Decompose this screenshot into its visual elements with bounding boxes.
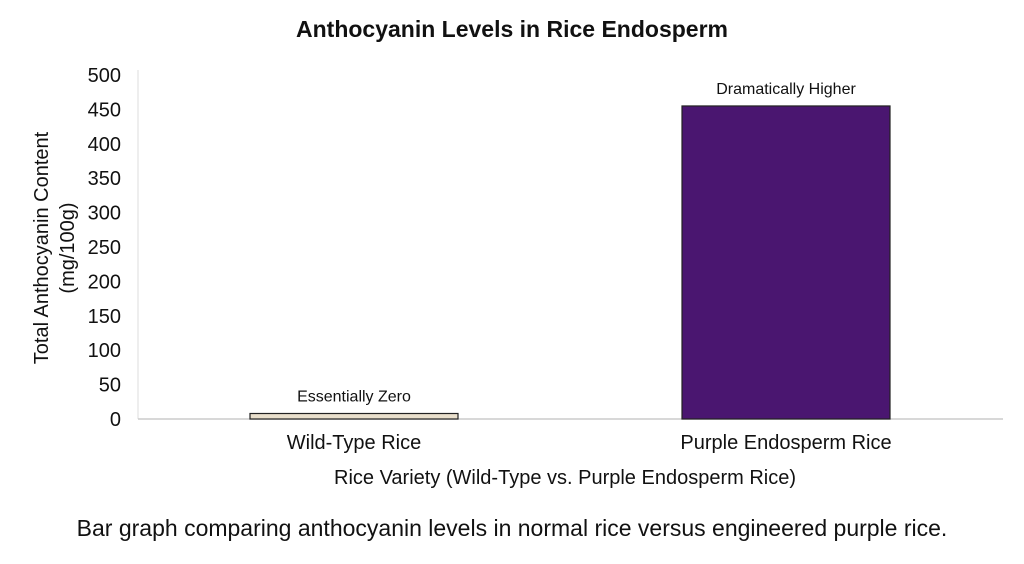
y-tick-label: 350 — [88, 168, 121, 190]
chart-title: Anthocyanin Levels in Rice Endosperm — [296, 16, 728, 42]
y-tick-label: 0 — [110, 409, 121, 431]
y-tick-label: 500 — [88, 65, 121, 87]
y-axis-label-line2: (mg/100g) — [57, 202, 79, 293]
bar-wild-type — [249, 412, 459, 420]
x-tick-label: Purple Endosperm Rice — [680, 432, 891, 454]
x-tick-label: Wild-Type Rice — [287, 432, 421, 454]
y-tick-label: 150 — [88, 306, 121, 328]
y-tick-label: 400 — [88, 134, 121, 156]
y-tick-label: 450 — [88, 99, 121, 121]
y-tick-label: 100 — [88, 340, 121, 362]
bar-annotation: Dramatically Higher — [716, 81, 856, 98]
bar-annotation: Essentially Zero — [297, 388, 411, 405]
y-tick-label: 300 — [88, 203, 121, 225]
y-tick-label: 50 — [99, 375, 121, 397]
y-tick-label: 200 — [88, 271, 121, 293]
bar-purple — [681, 105, 891, 420]
caption: Bar graph comparing anthocyanin levels i… — [77, 515, 948, 541]
y-tick-label: 250 — [88, 237, 121, 259]
y-axis-label-line1: Total Anthocyanin Content — [31, 131, 53, 364]
x-axis-label: Rice Variety (Wild-Type vs. Purple Endos… — [334, 467, 796, 489]
